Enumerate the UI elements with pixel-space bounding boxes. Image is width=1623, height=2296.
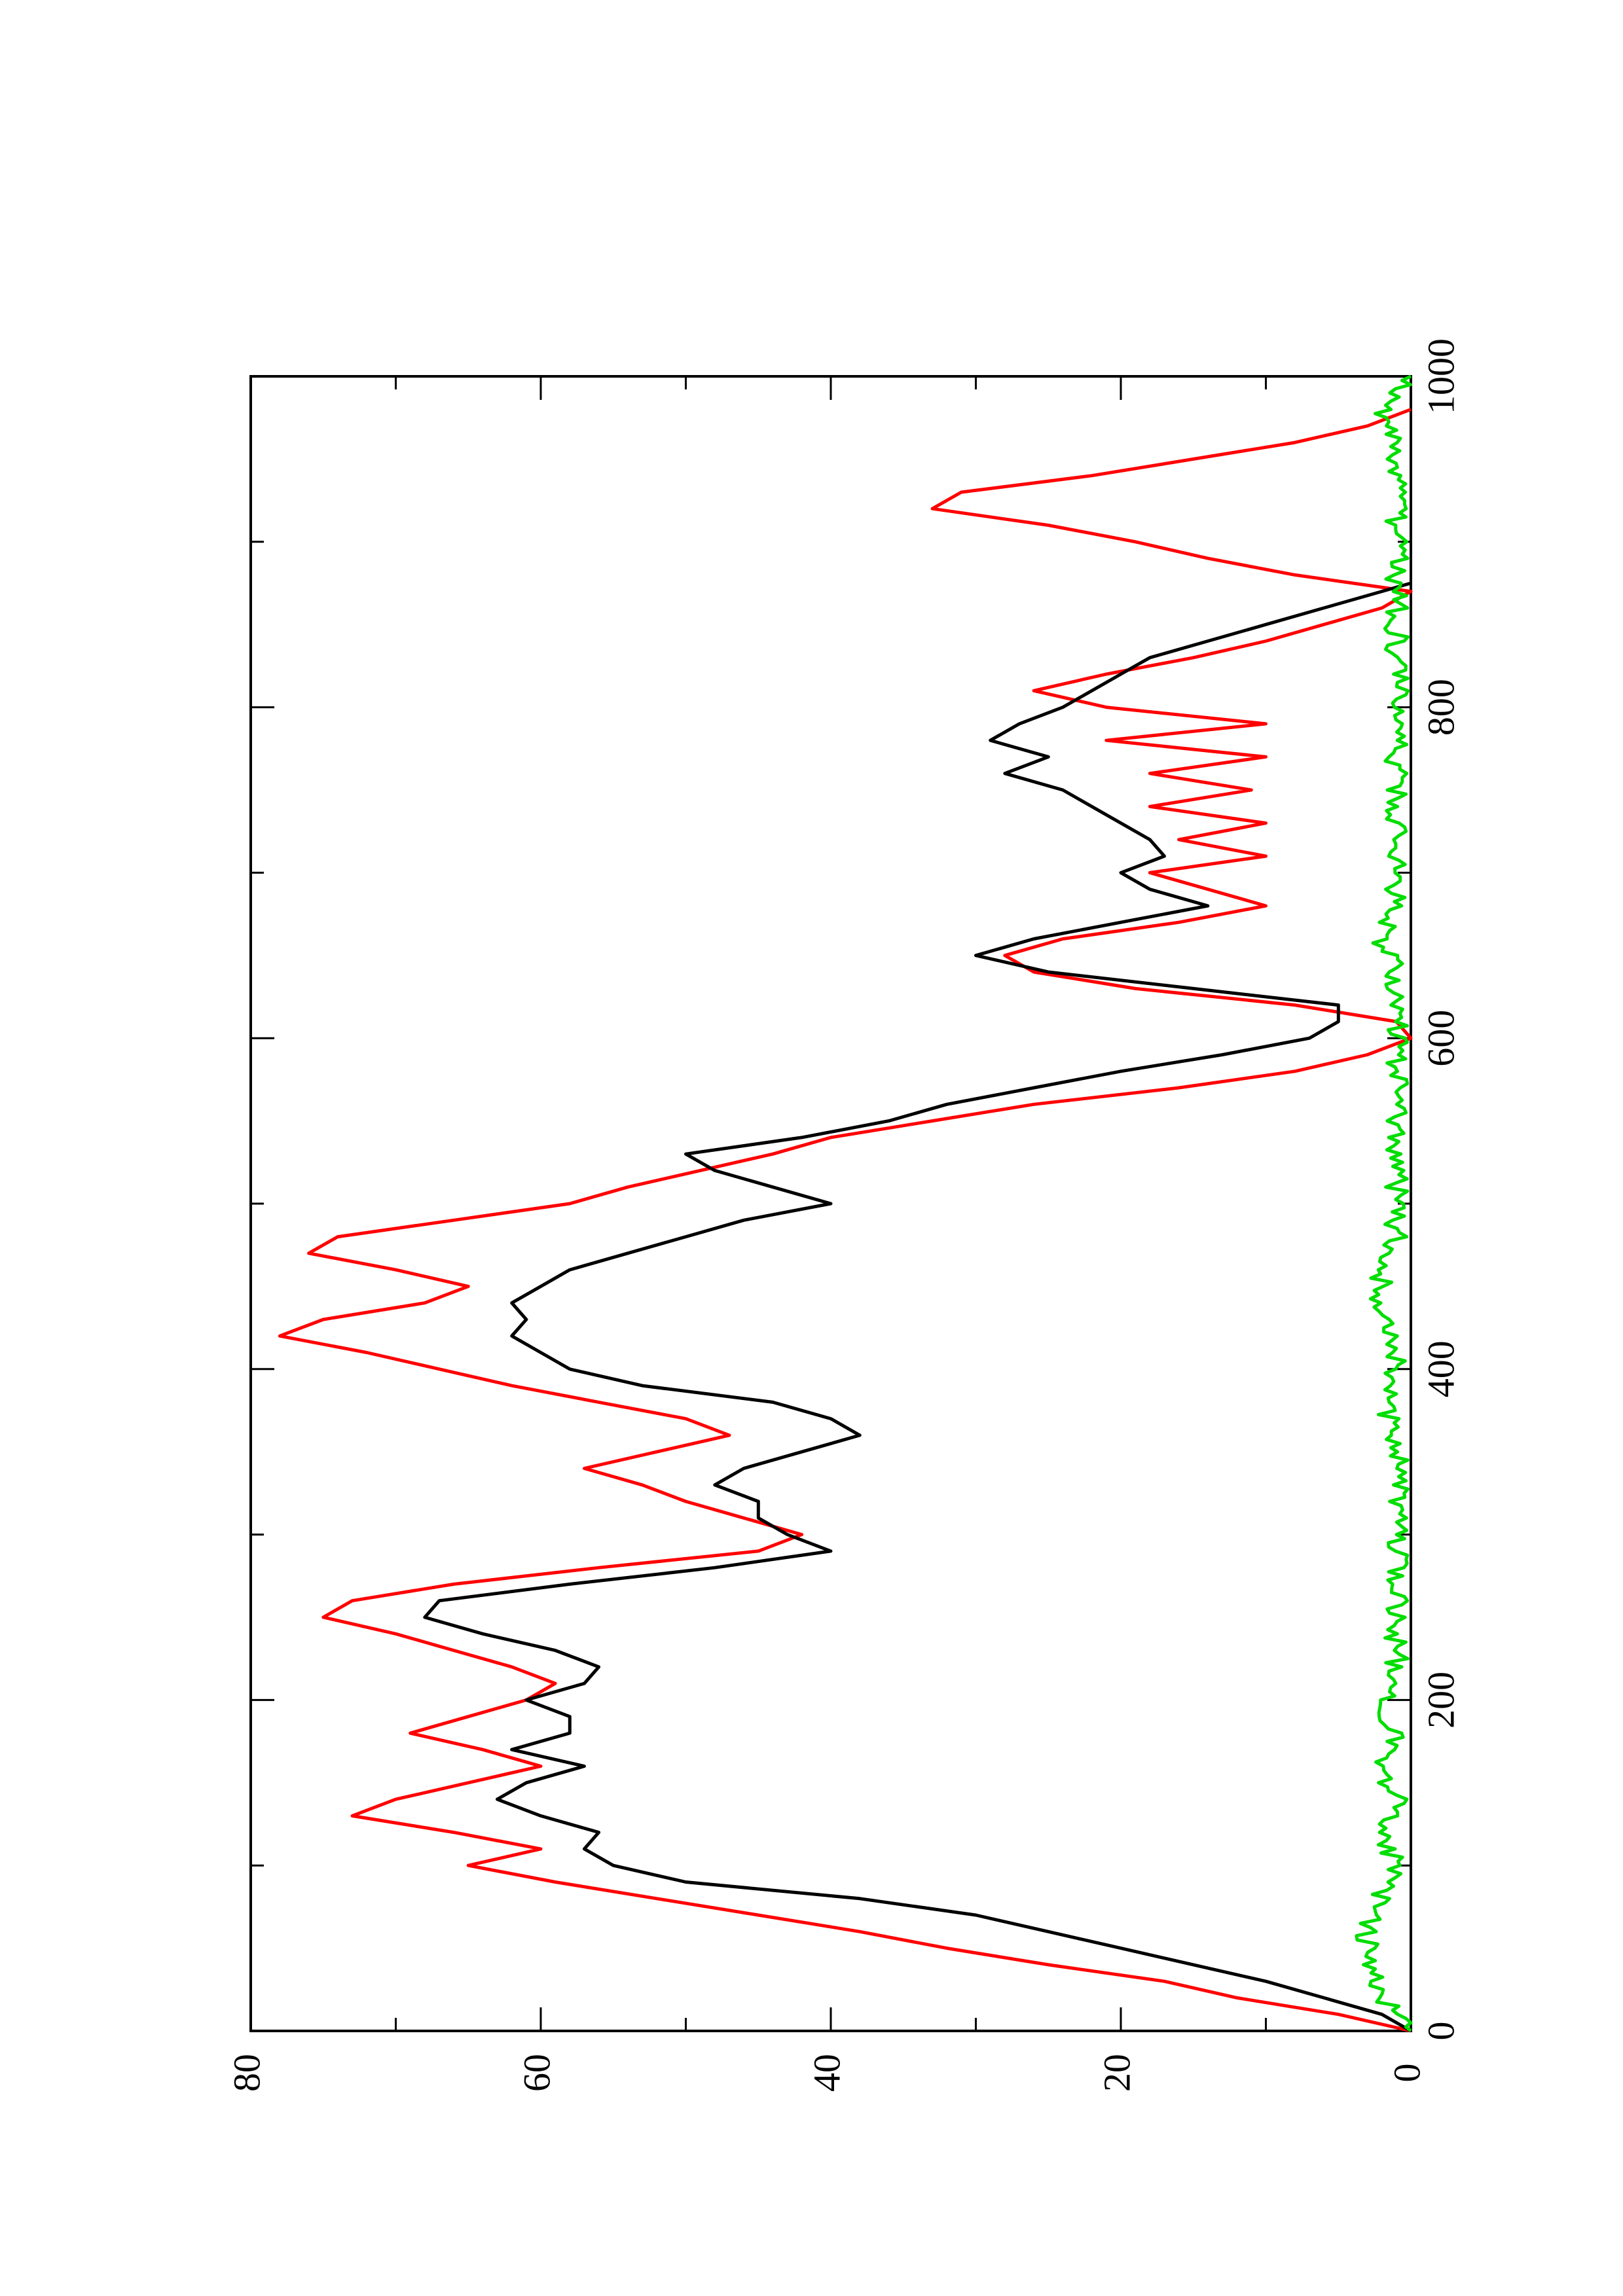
x-tick-label-200: 200 xyxy=(1419,1672,1462,1729)
y-tick-label-80: 80 xyxy=(225,2054,268,2092)
y-tick-label-20: 20 xyxy=(1095,2054,1138,2092)
green-series-line xyxy=(1355,374,1413,2032)
x-axis-tick-labels: 0 200 400 600 800 1000 xyxy=(1419,338,1462,2041)
x-tick-label-400: 400 xyxy=(1419,1340,1462,1397)
y-tick-label-60: 60 xyxy=(515,2054,558,2092)
x-tick-label-1000: 1000 xyxy=(1419,338,1462,414)
y-tick-label-0: 0 xyxy=(1385,2064,1428,2083)
x-tick-label-600: 600 xyxy=(1419,1010,1462,1067)
series-lines xyxy=(278,374,1413,2033)
y-axis-tick-labels: 0 20 40 60 80 xyxy=(225,2054,1428,2092)
x-tick-label-800: 800 xyxy=(1419,679,1462,736)
x-tick-label-0: 0 xyxy=(1419,2022,1462,2041)
y-tick-label-40: 40 xyxy=(805,2054,848,2092)
black-series-line xyxy=(423,581,1412,2033)
red-series-line xyxy=(278,408,1413,2033)
